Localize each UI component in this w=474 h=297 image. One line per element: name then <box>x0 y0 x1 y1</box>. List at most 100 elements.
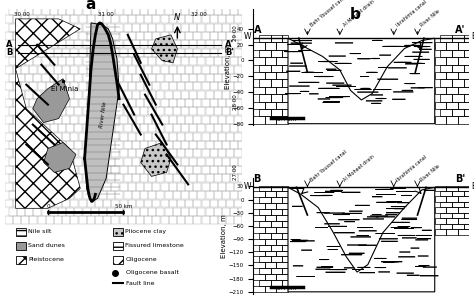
Bar <box>222 141 230 149</box>
Bar <box>111 132 119 140</box>
Bar <box>144 99 152 107</box>
Bar <box>193 82 201 90</box>
Bar <box>107 174 115 182</box>
Bar <box>156 91 164 99</box>
Bar <box>66 24 74 32</box>
Bar <box>263 24 271 32</box>
Bar <box>128 200 136 208</box>
Bar <box>62 216 70 224</box>
Bar <box>103 149 111 157</box>
Bar <box>452 202 464 207</box>
Bar <box>91 24 99 32</box>
Bar <box>87 183 95 191</box>
Bar <box>177 166 185 174</box>
Bar <box>276 203 288 209</box>
Bar <box>25 174 33 182</box>
Bar <box>70 49 78 57</box>
Text: W: W <box>244 32 251 41</box>
Bar <box>246 57 255 65</box>
Bar <box>198 124 205 132</box>
Text: Bahr Youssef canal: Bahr Youssef canal <box>310 0 348 28</box>
Bar <box>99 7 107 15</box>
Bar <box>255 108 263 115</box>
Bar <box>87 166 95 174</box>
Bar <box>214 141 222 149</box>
Bar <box>70 166 78 174</box>
Bar <box>9 40 17 48</box>
Bar <box>136 32 144 40</box>
Bar <box>263 74 271 82</box>
Bar <box>91 91 99 99</box>
Bar <box>246 141 255 149</box>
Bar <box>435 186 446 191</box>
Bar <box>128 32 136 40</box>
Bar <box>82 74 91 82</box>
Bar <box>164 24 173 32</box>
Bar <box>251 116 259 124</box>
Polygon shape <box>288 187 435 292</box>
Bar <box>54 183 62 191</box>
Bar <box>282 79 288 87</box>
Bar <box>46 15 54 23</box>
Bar <box>79 99 87 107</box>
Bar <box>226 0 234 7</box>
Bar <box>246 40 255 48</box>
Bar <box>161 0 169 7</box>
Bar <box>164 40 173 48</box>
Bar <box>259 0 267 7</box>
Bar <box>276 57 288 64</box>
Bar <box>210 216 218 224</box>
Bar <box>111 183 119 191</box>
Bar <box>156 40 164 48</box>
Text: River Nile: River Nile <box>99 101 107 128</box>
Bar <box>148 40 156 48</box>
Bar <box>276 227 288 233</box>
Bar <box>234 15 242 23</box>
Bar <box>74 74 82 82</box>
Bar <box>185 99 193 107</box>
Bar <box>218 99 226 107</box>
Bar <box>265 215 276 221</box>
Bar <box>226 216 234 224</box>
Bar <box>189 74 197 82</box>
Bar <box>111 149 119 157</box>
Bar <box>152 183 160 191</box>
Bar <box>226 66 234 74</box>
Bar <box>263 124 271 132</box>
Bar <box>21 0 29 7</box>
Bar <box>144 116 152 124</box>
Bar <box>161 200 169 208</box>
Bar <box>128 183 136 191</box>
Bar <box>144 149 152 157</box>
Bar <box>111 216 119 224</box>
Bar <box>37 200 46 208</box>
Bar <box>124 7 132 15</box>
Bar <box>103 183 111 191</box>
Bar <box>259 99 267 107</box>
Text: Oligocene: Oligocene <box>125 257 157 262</box>
Bar <box>259 32 267 40</box>
Bar <box>214 57 222 65</box>
Bar <box>226 149 234 157</box>
Bar <box>46 99 54 107</box>
Bar <box>201 116 210 124</box>
Bar <box>238 158 246 166</box>
Bar <box>206 7 214 15</box>
Bar <box>164 57 173 65</box>
Bar <box>9 7 17 15</box>
Bar <box>21 66 29 74</box>
Bar <box>198 108 205 115</box>
Bar <box>116 74 123 82</box>
Bar <box>82 7 91 15</box>
Bar <box>144 82 152 90</box>
Bar <box>66 208 74 216</box>
Bar <box>185 183 193 191</box>
Bar <box>62 200 70 208</box>
Bar <box>66 191 74 199</box>
Text: Fissured limestone: Fissured limestone <box>125 243 184 248</box>
Bar <box>103 82 111 90</box>
Bar <box>46 49 54 57</box>
Bar <box>21 149 29 157</box>
Bar <box>243 49 251 57</box>
Bar <box>169 216 177 224</box>
